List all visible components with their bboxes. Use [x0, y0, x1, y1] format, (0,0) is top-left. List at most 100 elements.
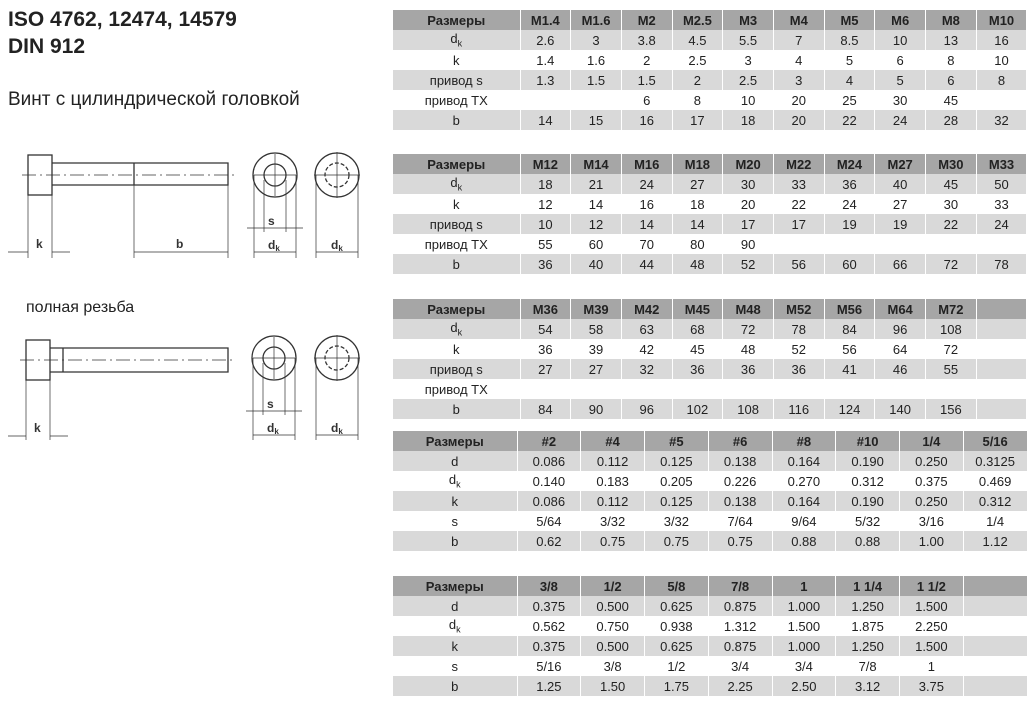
table-cell: 39: [570, 339, 622, 359]
size-header: #4: [580, 431, 645, 451]
table-cell: 48: [672, 254, 724, 274]
row-label: b: [393, 254, 521, 274]
table-cell: 16: [976, 30, 1028, 50]
table-cell: 4.5: [672, 30, 724, 50]
table-cell: [672, 379, 724, 399]
table-cell: 0.500: [580, 636, 645, 656]
row-label: dk: [393, 319, 521, 339]
s-label: s: [267, 397, 274, 411]
row-label: d: [393, 596, 518, 616]
table-cell: 36: [722, 359, 774, 379]
table-cell: 0.190: [835, 491, 900, 511]
table-cell: 42: [621, 339, 673, 359]
row-label: dk: [393, 616, 518, 636]
table-cell: 1/4: [963, 511, 1028, 531]
row-label-text: b: [451, 678, 459, 694]
table-cell: 20: [722, 194, 774, 214]
table-cell: 1/2: [644, 656, 709, 676]
table-cell: 0.270: [772, 471, 837, 491]
table-cell: 0.3125: [963, 451, 1028, 471]
size-header: #8: [772, 431, 837, 451]
size-header: M45: [672, 299, 724, 319]
table-cell: 3/32: [644, 511, 709, 531]
table-row: k 36 39 42 45 48 52 56 64 72: [393, 339, 1028, 359]
table-cell: 0.875: [708, 596, 773, 616]
table-cell: 16: [621, 194, 673, 214]
table-cell: 1.500: [899, 596, 964, 616]
table-cell: 0.375: [517, 596, 582, 616]
table-cell: 9/64: [772, 511, 837, 531]
size-header: M4: [773, 10, 825, 30]
table-cell: 3.8: [621, 30, 673, 50]
table-header-row: Размеры M1.4 M1.6 M2 M2.5 M3 M4 M5 M6 M8 M10: [393, 10, 1028, 30]
table-row: s 5/64 3/32 3/32 7/64 9/64 5/32 3/16 1/4: [393, 511, 1028, 531]
table-cell: 2.50: [772, 676, 837, 696]
table-cell: 7/8: [835, 656, 900, 676]
table-cell: 27: [570, 359, 622, 379]
table-cell: 0.112: [580, 451, 645, 471]
table-cell: 3: [773, 70, 825, 90]
table-cell: 0.75: [644, 531, 709, 551]
table-cell: 55: [520, 234, 572, 254]
size-header: 1/2: [580, 576, 645, 596]
table-cell: 0.562: [517, 616, 582, 636]
table-row: k 0.086 0.112 0.125 0.138 0.164 0.190 0.250 0.31…: [393, 491, 1028, 511]
table-cell: 40: [570, 254, 622, 274]
row-label-text: b: [451, 533, 459, 549]
table-cell: 10: [874, 30, 926, 50]
table-cell: 5/64: [517, 511, 582, 531]
table-row: s 5/16 3/8 1/2 3/4 3/4 7/8 1: [393, 656, 1028, 676]
table-cell: 96: [874, 319, 926, 339]
table-cell: 1.4: [520, 50, 572, 70]
table-row: b 14 15 16 17 18 20 22 24 28 32: [393, 110, 1028, 130]
table-cell: 45: [925, 90, 977, 110]
table-cell: 3/4: [708, 656, 773, 676]
title-line: ISO 4762, 12474, 14579: [8, 8, 237, 31]
row-label: b: [393, 531, 518, 551]
size-header: M5: [824, 10, 876, 30]
table-cell: 0.164: [772, 451, 837, 471]
row-label: k: [393, 339, 521, 359]
table-cell: 46: [874, 359, 926, 379]
table-cell: 1.5: [621, 70, 673, 90]
table-cell: [976, 359, 1028, 379]
size-header: 1 1/2: [899, 576, 964, 596]
table-header-row: Размеры M12 M14 M16 M18 M20 M22 M24 M27 M30 M33: [393, 154, 1028, 174]
size-header: M1.6: [570, 10, 622, 30]
table-cell: [963, 656, 1028, 676]
table-cell: [976, 399, 1028, 419]
table-cell: [976, 319, 1028, 339]
table-cell: 2.250: [899, 616, 964, 636]
table-cell: [874, 379, 926, 399]
dimension-table: Размеры 3/8 1/2 5/8 7/8 1 1 1/4 1 1/2 d 0.375 0.50…: [393, 576, 1028, 696]
table-cell: 13: [925, 30, 977, 50]
row-label: k: [393, 50, 521, 70]
table-cell: 52: [773, 339, 825, 359]
table-cell: 36: [773, 359, 825, 379]
size-header: M24: [824, 154, 876, 174]
table-cell: 78: [773, 319, 825, 339]
table-cell: [520, 90, 572, 110]
table-row: привод s 10 12 14 14 17 17 19 19 22 24: [393, 214, 1028, 234]
table-header-row: Размеры #2 #4 #5 #6 #8 #10 1/4 5/16: [393, 431, 1028, 451]
row-label-text: b: [452, 112, 460, 128]
table-cell: 54: [520, 319, 572, 339]
size-header: M42: [621, 299, 673, 319]
table-cell: 0.140: [517, 471, 582, 491]
table-cell: [874, 234, 926, 254]
row-label-text: k: [453, 52, 460, 68]
table-cell: 27: [520, 359, 572, 379]
table-cell: 1.875: [835, 616, 900, 636]
row-label: dk: [393, 30, 521, 50]
table-cell: 5/16: [517, 656, 582, 676]
table-cell: [925, 379, 977, 399]
size-header: M36: [520, 299, 572, 319]
table-cell: 0.625: [644, 596, 709, 616]
table-cell: 72: [722, 319, 774, 339]
table-cell: 3/4: [772, 656, 837, 676]
table-cell: 102: [672, 399, 724, 419]
table-cell: [963, 616, 1028, 636]
table-cell: 24: [874, 110, 926, 130]
table-cell: 17: [722, 214, 774, 234]
table-cell: 72: [925, 254, 977, 274]
